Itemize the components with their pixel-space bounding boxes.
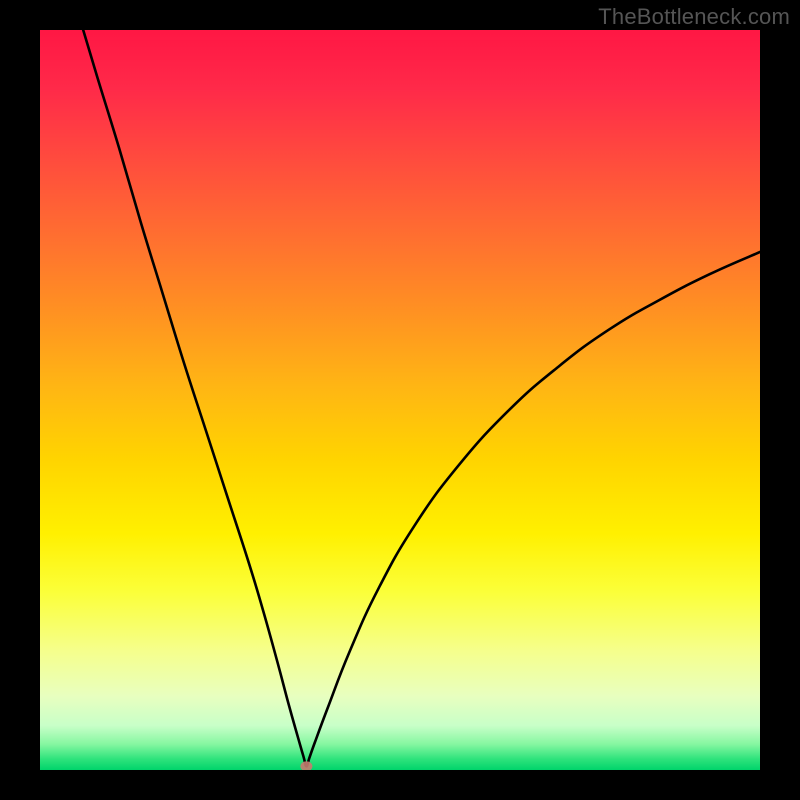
bottleneck-chart (0, 0, 800, 800)
watermark-text: TheBottleneck.com (598, 4, 790, 30)
optimal-point-marker (300, 761, 312, 771)
chart-svg (0, 0, 800, 800)
chart-gradient-background (40, 30, 760, 770)
